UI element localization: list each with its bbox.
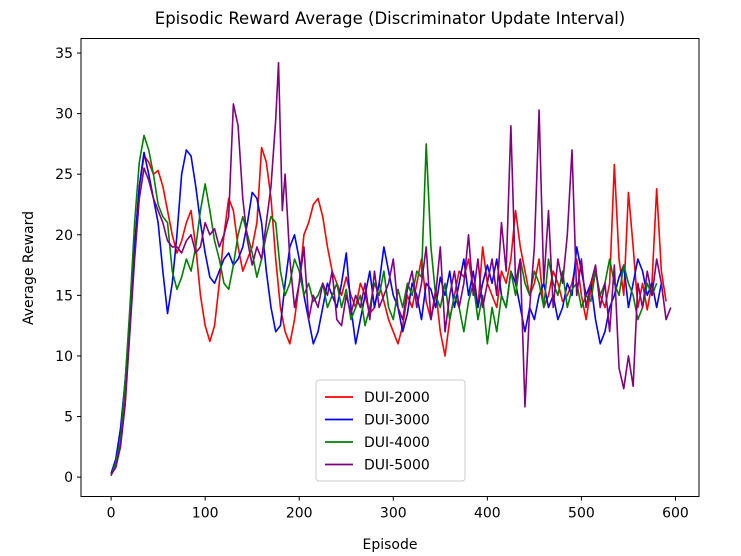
legend: DUI-2000 DUI-3000 DUI-4000 DUI-5000	[315, 379, 466, 482]
y-tick-label: 25	[55, 167, 73, 183]
y-tick-label: 35	[55, 46, 73, 62]
legend-box	[315, 379, 466, 482]
y-axis: 0 5 10 15 20 25 30 35	[55, 46, 81, 486]
y-tick-label: 5	[64, 410, 73, 426]
y-tick-label: 20	[55, 228, 73, 244]
legend-label: DUI-3000	[364, 413, 430, 429]
series-layer	[110, 61, 672, 477]
y-axis-label: Average Reward	[21, 211, 37, 325]
y-tick-label: 0	[64, 470, 73, 486]
x-axis: 0 100 200 300 400 500 600	[107, 496, 689, 522]
y-tick-label: 10	[55, 349, 73, 365]
x-tick-label: 500	[568, 506, 595, 522]
x-tick-label: 600	[662, 506, 689, 522]
x-tick-label: 400	[474, 506, 501, 522]
plot-area-frame	[80, 38, 700, 497]
x-tick-label: 300	[380, 506, 407, 522]
legend-label: DUI-5000	[364, 458, 430, 474]
series-line-dui-5000	[110, 61, 672, 476]
x-tick-label: 0	[107, 506, 116, 522]
legend-label: DUI-4000	[364, 435, 430, 451]
legend-label: DUI-2000	[364, 390, 430, 406]
y-tick-label: 15	[55, 288, 73, 304]
series-line-dui-4000	[110, 134, 658, 477]
x-axis-label: Episode	[363, 537, 418, 553]
y-tick-label: 30	[55, 107, 73, 123]
x-tick-label: 100	[192, 506, 219, 522]
x-tick-label: 200	[286, 506, 313, 522]
chart-title: Episodic Reward Average (Discriminator U…	[155, 9, 625, 28]
